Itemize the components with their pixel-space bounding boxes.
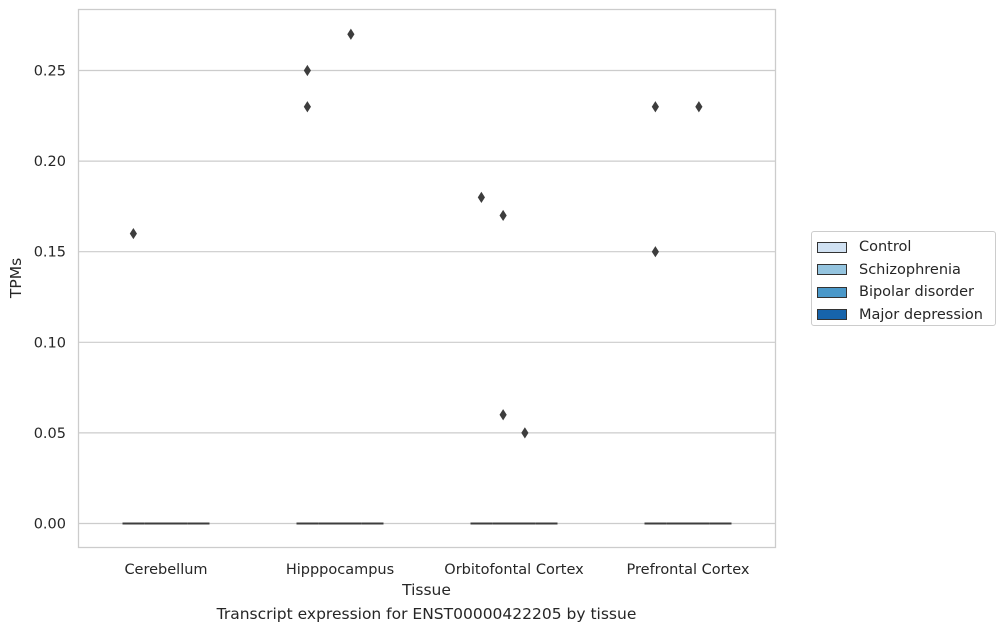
chart-caption: Transcript expression for ENST0000042220… — [216, 605, 637, 623]
legend-label: Control — [859, 239, 912, 256]
y-tick-label: 0.20 — [34, 154, 66, 170]
outlier-point — [651, 101, 659, 113]
plot-area-frame — [77, 8, 777, 549]
x-tick-label: Hipppocampus — [286, 562, 394, 578]
series-control — [122, 64, 667, 525]
series-bipolar-disorder — [166, 28, 710, 525]
y-axis-ticks: 0.00 0.05 0.10 0.15 0.20 0.25 — [34, 64, 66, 533]
legend: Control Schizophrenia Bipolar disorder Majo… — [811, 231, 996, 326]
x-tick-label: Orbitofontal Cortex — [444, 562, 584, 578]
outlier-point — [499, 409, 507, 421]
legend-swatch — [817, 309, 847, 321]
y-tick-label: 0.05 — [34, 426, 66, 442]
legend-item: Major depression — [817, 304, 995, 327]
legend-swatch — [817, 241, 847, 253]
outlier-point — [347, 28, 355, 40]
outlier-point — [303, 101, 311, 113]
grid-lines — [79, 69, 775, 525]
legend-swatch — [817, 264, 847, 276]
legend-item: Bipolar disorder — [817, 281, 995, 304]
legend-label: Schizophrenia — [859, 261, 961, 278]
y-tick-label: 0.15 — [34, 245, 66, 261]
legend-swatch — [817, 286, 847, 298]
outlier-point — [695, 101, 703, 113]
outlier-point — [477, 191, 485, 203]
legend-item: Schizophrenia — [817, 259, 995, 282]
y-tick-label: 0.10 — [34, 335, 66, 351]
box-series — [122, 28, 732, 525]
outlier-point — [129, 227, 137, 240]
x-axis-label: Tissue — [401, 581, 451, 599]
outlier-point — [651, 246, 659, 258]
legend-item: Control — [817, 236, 995, 259]
x-tick-label: Cerebellum — [124, 562, 207, 578]
x-tick-label: Prefrontal Cortex — [627, 562, 750, 578]
outlier-point — [499, 209, 507, 222]
legend-label: Bipolar disorder — [859, 284, 974, 301]
series-schizophrenia — [144, 209, 688, 525]
outlier-point — [521, 427, 529, 439]
y-tick-label: 0.00 — [34, 517, 66, 533]
legend-label: Major depression — [859, 306, 983, 323]
y-axis-label: TPMs — [7, 258, 25, 299]
outlier-point — [303, 64, 311, 77]
x-axis-ticks: Cerebellum Hipppocampus Orbitofontal Corte… — [124, 562, 749, 578]
y-tick-label: 0.25 — [34, 64, 66, 80]
